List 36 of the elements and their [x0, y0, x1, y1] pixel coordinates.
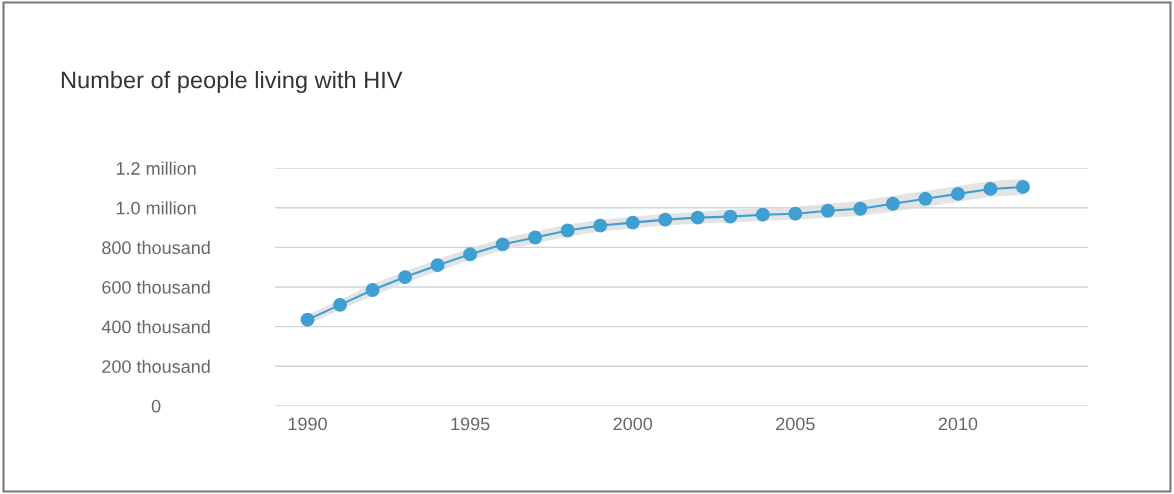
point: [885, 196, 900, 211]
point: [983, 181, 998, 196]
x-tick-label: 2000: [613, 417, 653, 431]
point: [365, 283, 380, 297]
point: [950, 186, 965, 201]
point: [788, 206, 803, 221]
x-tick-label: 1990: [288, 417, 327, 431]
x-tick-label: 2010: [938, 417, 978, 431]
chart-title: Number of people living with HIV: [61, 71, 403, 93]
point: [333, 297, 347, 312]
x-tick-label: 1995: [451, 417, 490, 431]
y-tick-label: 200 thousand: [102, 359, 210, 373]
y-tick-label: 0: [151, 399, 161, 413]
x-tick-label: 2005: [776, 417, 815, 431]
point: [820, 203, 835, 218]
point: [625, 215, 640, 230]
y-tick-label: 400 thousand: [101, 320, 210, 334]
point: [723, 209, 738, 224]
point: [755, 207, 770, 222]
point: [690, 210, 705, 225]
y-tick-label: 1.2 million: [116, 161, 196, 175]
point: [300, 312, 315, 327]
point: [398, 270, 413, 285]
point: [560, 223, 575, 238]
point: [918, 191, 933, 206]
point: [463, 247, 478, 262]
y-tick-label: 1.0 million: [116, 201, 196, 215]
point: [495, 237, 510, 252]
point: [853, 201, 868, 216]
point: [593, 218, 608, 233]
y-tick-label: 600 thousand: [102, 280, 210, 294]
point: [528, 230, 543, 245]
point: [1016, 179, 1030, 194]
point: [430, 258, 445, 273]
point: [658, 212, 673, 227]
y-tick-label: 800 thousand: [102, 240, 210, 255]
